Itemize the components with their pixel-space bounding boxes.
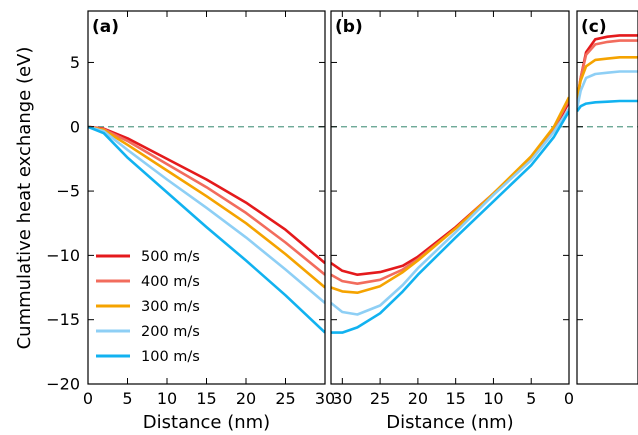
x-tick-label: 30 xyxy=(332,389,352,408)
legend-entry: 100 m/s xyxy=(96,349,200,365)
legend-entry: 500 m/s xyxy=(96,249,200,265)
x-tick-label: 0 xyxy=(564,389,574,408)
series-line-200-m-s xyxy=(88,125,325,304)
series-line-200-m-s xyxy=(577,70,638,110)
x-tick-label: 15 xyxy=(445,389,465,408)
y-tick-label: −5 xyxy=(56,182,80,201)
x-tick-label: 0 xyxy=(83,389,93,408)
series-line-100-m-s xyxy=(331,110,569,334)
panel-label: (b) xyxy=(335,17,363,37)
series-line-300-m-s xyxy=(577,56,638,98)
series-line-100-m-s xyxy=(88,125,325,334)
x-tick-label: 10 xyxy=(483,389,503,408)
panel-3: (c) xyxy=(576,10,638,385)
legend-entry: 200 m/s xyxy=(96,324,200,340)
panel-frame xyxy=(576,10,638,385)
series-line-300-m-s xyxy=(331,96,569,294)
legend: 500 m/s 400 m/s 300 m/s 200 m/s 100 m/s xyxy=(96,249,200,365)
x-tick-label: 5 xyxy=(526,389,536,408)
legend-label: 400 m/s xyxy=(141,274,200,290)
y-axis-label: Cummulative heat exchange (eV) xyxy=(14,47,35,350)
legend-label: 500 m/s xyxy=(141,249,200,265)
y-tick-label: 0 xyxy=(70,117,80,136)
series-line-100-m-s xyxy=(577,99,638,113)
x-tick-label: 10 xyxy=(157,389,177,408)
x-tick-label: 20 xyxy=(236,389,256,408)
legend-entry: 300 m/s xyxy=(96,299,200,315)
x-tick-label: 20 xyxy=(408,389,428,408)
series-line-200-m-s xyxy=(331,108,569,316)
x-tick-label: 25 xyxy=(275,389,295,408)
x-tick-label: 5 xyxy=(122,389,132,408)
legend-entry: 400 m/s xyxy=(96,274,200,290)
y-tick-label: 5 xyxy=(70,53,80,72)
legend-label: 200 m/s xyxy=(141,324,200,340)
y-tick-label: −10 xyxy=(46,246,80,265)
panel-frame xyxy=(330,10,570,385)
x-tick-label: 25 xyxy=(370,389,390,408)
legend-label: 300 m/s xyxy=(141,299,200,315)
panel-label: (c) xyxy=(581,17,607,37)
panel-label: (a) xyxy=(92,17,119,37)
x-tick-label: 30 xyxy=(315,389,335,408)
panel-2: 30 25 20 15 10 5 0 Distance (nm) (b) xyxy=(330,10,574,433)
legend-label: 100 m/s xyxy=(141,349,200,365)
y-tick-label: −15 xyxy=(46,310,80,329)
y-tick-label: −20 xyxy=(46,375,80,394)
x-axis-label: Distance (nm) xyxy=(386,412,513,433)
x-tick-label: 15 xyxy=(196,389,216,408)
x-axis-label: Distance (nm) xyxy=(143,412,270,433)
series-line-300-m-s xyxy=(88,125,325,289)
